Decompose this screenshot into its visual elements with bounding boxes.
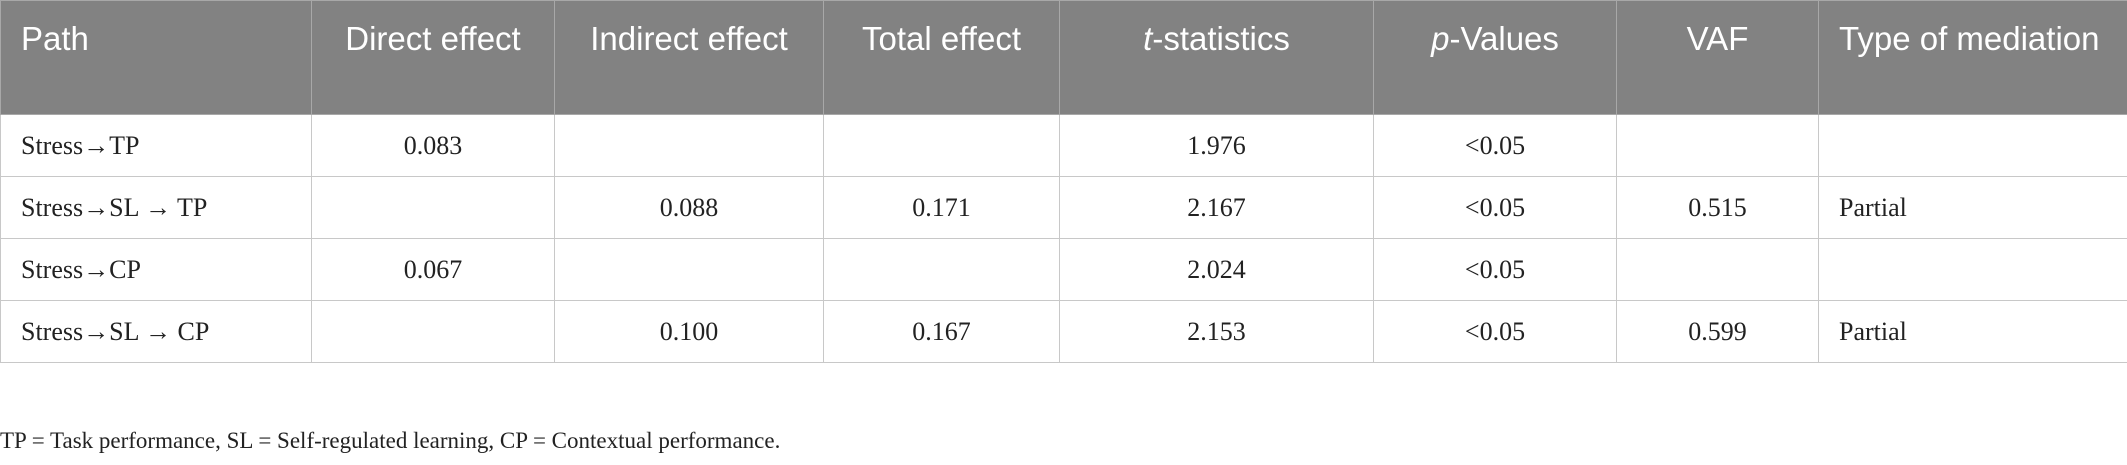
- header-indirect-effect: Indirect effect: [554, 0, 824, 115]
- header-type-of-mediation: Type of mediation: [1818, 0, 2127, 115]
- cell-direct-effect: 0.067: [311, 238, 555, 301]
- table-body: Stress→TP 0.083 1.976 <0.05 Stress→SL → …: [0, 114, 2127, 363]
- cell-indirect-effect: 0.100: [554, 300, 824, 363]
- cell-vaf: [1616, 114, 1819, 177]
- cell-t-statistics: 2.024: [1059, 238, 1374, 301]
- cell-direct-effect: [311, 176, 555, 239]
- table-row: Stress→SL → CP 0.100 0.167 2.153 <0.05 0…: [0, 300, 2127, 363]
- cell-path: Stress→SL → CP: [0, 300, 312, 363]
- cell-vaf: 0.599: [1616, 300, 1819, 363]
- cell-direct-effect: 0.083: [311, 114, 555, 177]
- cell-type-of-mediation: Partial: [1818, 176, 2127, 239]
- cell-total-effect: [823, 114, 1060, 177]
- table-row: Stress→TP 0.083 1.976 <0.05: [0, 114, 2127, 177]
- results-table-wrapper: Path Direct effect Indirect effect Total…: [0, 0, 2127, 363]
- header-direct-effect: Direct effect: [311, 0, 555, 115]
- cell-type-of-mediation: Partial: [1818, 300, 2127, 363]
- mediation-results-table: Path Direct effect Indirect effect Total…: [0, 0, 2127, 363]
- cell-p-value: <0.05: [1373, 176, 1617, 239]
- cell-total-effect: [823, 238, 1060, 301]
- header-total-effect: Total effect: [823, 0, 1060, 115]
- header-t-statistics: t-statistics: [1059, 0, 1374, 115]
- table-row: Stress→CP 0.067 2.024 <0.05: [0, 238, 2127, 301]
- cell-total-effect: 0.167: [823, 300, 1060, 363]
- cell-t-statistics: 2.153: [1059, 300, 1374, 363]
- cell-direct-effect: [311, 300, 555, 363]
- table-header: Path Direct effect Indirect effect Total…: [0, 0, 2127, 115]
- cell-p-value: <0.05: [1373, 238, 1617, 301]
- cell-type-of-mediation: [1818, 114, 2127, 177]
- cell-p-value: <0.05: [1373, 114, 1617, 177]
- header-path: Path: [0, 0, 312, 115]
- cell-path: Stress→TP: [0, 114, 312, 177]
- table-footnote: TP = Task performance, SL = Self-regulat…: [0, 428, 781, 453]
- cell-indirect-effect: 0.088: [554, 176, 824, 239]
- header-vaf: VAF: [1616, 0, 1819, 115]
- table-row: Stress→SL → TP 0.088 0.171 2.167 <0.05 0…: [0, 176, 2127, 239]
- cell-t-statistics: 2.167: [1059, 176, 1374, 239]
- cell-vaf: [1616, 238, 1819, 301]
- cell-path: Stress→CP: [0, 238, 312, 301]
- cell-path: Stress→SL → TP: [0, 176, 312, 239]
- header-row: Path Direct effect Indirect effect Total…: [0, 0, 2127, 115]
- cell-t-statistics: 1.976: [1059, 114, 1374, 177]
- cell-total-effect: 0.171: [823, 176, 1060, 239]
- cell-indirect-effect: [554, 238, 824, 301]
- cell-indirect-effect: [554, 114, 824, 177]
- cell-p-value: <0.05: [1373, 300, 1617, 363]
- cell-type-of-mediation: [1818, 238, 2127, 301]
- cell-vaf: 0.515: [1616, 176, 1819, 239]
- header-p-values: p-Values: [1373, 0, 1617, 115]
